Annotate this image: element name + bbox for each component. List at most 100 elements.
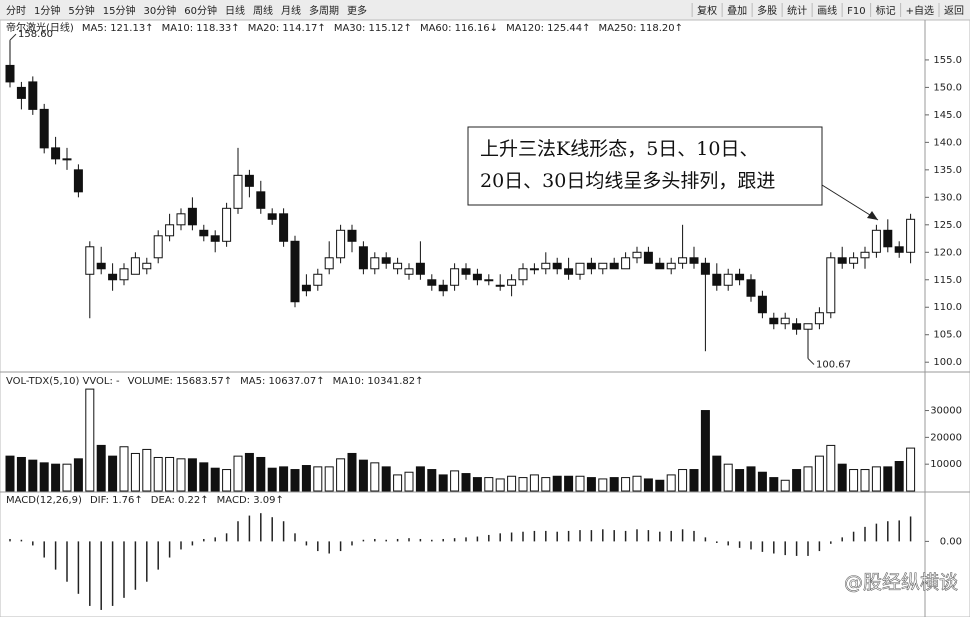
- volume-bar: [153, 456, 163, 492]
- volume-bar: [757, 471, 767, 492]
- candle-body: [609, 262, 619, 270]
- candle-body: [267, 213, 277, 220]
- volume-bar: [814, 455, 824, 492]
- candle-body: [39, 108, 49, 149]
- volume-bar: [119, 446, 129, 492]
- candle-body: [495, 284, 505, 287]
- candle-body: [735, 273, 745, 281]
- legend-entry: MA120: 125.44↑: [506, 23, 590, 34]
- toolbar-tab[interactable]: 5分钟: [68, 4, 94, 17]
- y-tick-label: 120.0: [933, 247, 962, 258]
- y-tick-label: 155.0: [933, 55, 962, 66]
- candle-body: [393, 262, 403, 270]
- volume-bar: [883, 466, 893, 492]
- candle-body: [165, 224, 175, 237]
- candle-body: [689, 257, 699, 264]
- toolbar-tab[interactable]: 多周期: [309, 4, 339, 17]
- toolbar-tab[interactable]: 30分钟: [143, 4, 176, 17]
- toolbar-tab[interactable]: 1分钟: [34, 4, 60, 17]
- candle-body: [108, 273, 118, 281]
- legend-entry: VOLUME: 15683.57↑: [128, 376, 233, 387]
- candle-body: [712, 273, 722, 286]
- toolbar-tab[interactable]: 60分钟: [184, 4, 217, 17]
- volume-bar: [894, 461, 904, 492]
- volume-bar: [700, 410, 710, 492]
- y-tick-label: 145.0: [933, 110, 962, 121]
- volume-bar: [575, 475, 585, 492]
- candle-body: [529, 268, 539, 271]
- toolbar-tab[interactable]: 15分钟: [103, 4, 136, 17]
- volume-bar: [780, 479, 790, 492]
- candle-body: [826, 257, 836, 314]
- toolbar-button[interactable]: 返回: [944, 5, 964, 17]
- volume-bar: [415, 466, 425, 492]
- candle-body: [96, 262, 106, 270]
- candle-body: [210, 235, 220, 242]
- y-tick-label: 20000: [930, 432, 962, 443]
- toolbar-tab[interactable]: 更多: [347, 4, 367, 17]
- volume-bar: [826, 444, 836, 492]
- toolbar-button[interactable]: 画线: [817, 4, 837, 17]
- candle-body: [336, 229, 346, 259]
- volume-bar: [370, 462, 380, 492]
- toolbar-button[interactable]: 多股: [757, 4, 777, 17]
- toolbar-tab[interactable]: 分时: [6, 5, 26, 17]
- candle-body: [552, 262, 562, 270]
- y-tick-label: 135.0: [933, 165, 962, 176]
- panel-title: 帝尔激光(日线): [6, 21, 74, 34]
- candle-body: [507, 279, 517, 286]
- volume-bar: [621, 477, 631, 492]
- legend-entry: MA10: 10341.82↑: [333, 376, 424, 387]
- toolbar-button[interactable]: 统计: [787, 4, 807, 17]
- volume-bar: [165, 456, 175, 492]
- annotation: 100.67: [816, 360, 851, 371]
- toolbar-button[interactable]: +自选: [906, 4, 934, 17]
- candle-body: [803, 323, 813, 330]
- toolbar-button[interactable]: 标记: [876, 5, 896, 17]
- volume-bar: [290, 469, 300, 492]
- toolbar-tab[interactable]: 周线: [253, 4, 273, 17]
- y-tick-label: 125.0: [933, 220, 962, 231]
- candle-body: [769, 317, 779, 325]
- candle-body: [723, 273, 733, 286]
- candle-body: [666, 262, 676, 270]
- candle-body: [621, 257, 631, 270]
- volume-bar: [518, 477, 528, 492]
- volume-bar: [393, 474, 403, 492]
- volume-bar: [210, 467, 220, 492]
- candle-body: [906, 218, 916, 253]
- volume-bar: [222, 469, 232, 492]
- volume-bar: [689, 469, 699, 492]
- y-tick-label: 115.0: [933, 275, 962, 286]
- candle-body: [541, 262, 551, 270]
- legend-entry: MA5: 121.13↑: [82, 23, 154, 34]
- toolbar-button[interactable]: 叠加: [727, 5, 747, 17]
- panel-title: VOL-TDX(5,10) VVOL: -: [6, 376, 120, 387]
- legend-entry: MA60: 116.16↓: [420, 23, 498, 34]
- toolbar-tab[interactable]: 月线: [281, 4, 301, 17]
- candle-body: [244, 174, 254, 187]
- toolbar-tab[interactable]: 日线: [225, 4, 245, 17]
- candle-body: [16, 86, 26, 99]
- callout-text: 20日、30日均线呈多头排列，跟进: [480, 170, 775, 192]
- y-tick-label: 10000: [930, 459, 962, 470]
- candle-body: [586, 262, 596, 270]
- volume-bar: [507, 475, 517, 492]
- y-tick-label: 130.0: [933, 192, 962, 203]
- volume-bar: [16, 456, 26, 492]
- volume-bar: [461, 473, 471, 492]
- toolbar-button[interactable]: 复权: [697, 4, 717, 17]
- volume-bar: [495, 478, 505, 492]
- candle-body: [119, 268, 129, 281]
- volume-bar: [358, 459, 368, 492]
- volume-bar: [427, 469, 437, 492]
- watermark: @股经纵横谈: [844, 572, 958, 594]
- toolbar-button[interactable]: F10: [847, 6, 865, 17]
- volume-bar: [73, 458, 83, 492]
- candle-body: [176, 213, 186, 226]
- candle-body: [438, 284, 448, 292]
- volume-bar: [313, 466, 323, 492]
- volume-bar: [62, 463, 72, 492]
- candle-body: [746, 279, 756, 297]
- candle-body: [450, 268, 460, 286]
